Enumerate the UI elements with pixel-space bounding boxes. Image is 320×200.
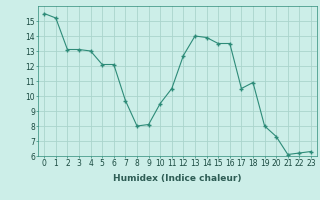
X-axis label: Humidex (Indice chaleur): Humidex (Indice chaleur) bbox=[113, 174, 242, 183]
